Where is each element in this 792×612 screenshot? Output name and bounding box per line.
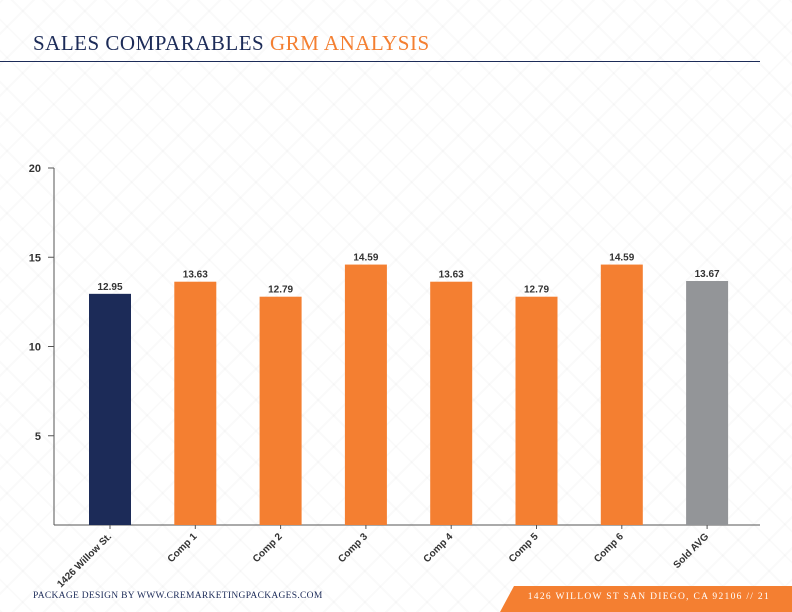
page-title-accent: GRM ANALYSIS	[269, 31, 430, 55]
bar-value-label: 13.67	[695, 269, 720, 280]
bar-value-label: 14.59	[609, 253, 634, 264]
x-category-label: Comp 6	[592, 531, 626, 565]
bar-5	[430, 281, 473, 525]
bar-value-label: 14.59	[353, 253, 378, 264]
footer-address: 1426 WILLOW ST SAN DIEGO, CA 92106 // 21	[527, 592, 770, 602]
x-category-label: Sold AVG	[672, 531, 712, 571]
bar-value-label: 13.63	[439, 270, 464, 281]
y-tick-label: 10	[29, 342, 41, 354]
header-divider	[0, 61, 760, 62]
x-category-label: Comp 5	[507, 531, 541, 565]
bar-7	[600, 264, 643, 525]
bar-4	[344, 264, 387, 525]
x-category-label: Comp 2	[251, 531, 285, 565]
bar-value-label: 12.79	[268, 285, 293, 296]
footer-address-banner: 1426 WILLOW ST SAN DIEGO, CA 92106 // 21	[500, 586, 792, 612]
page-title-primary: SALES COMPARABLES	[33, 31, 265, 55]
x-category-label: Comp 4	[422, 531, 456, 565]
bar-6	[515, 296, 558, 525]
bar-1	[89, 293, 131, 525]
bar-value-label: 12.95	[97, 282, 122, 293]
bar-value-label: 13.63	[183, 270, 208, 281]
bar-8	[686, 280, 729, 525]
bar-2	[174, 281, 217, 525]
y-tick-label: 20	[29, 163, 41, 175]
x-category-label: Comp 3	[336, 531, 370, 565]
y-tick-label: 5	[35, 431, 41, 443]
bar-3	[259, 296, 302, 525]
footer-credit: PACKAGE DESIGN BY WWW.CREMARKETINGPACKAG…	[33, 591, 323, 601]
y-tick-label: 15	[29, 252, 41, 264]
x-category-label: 1426 Willow St.	[55, 531, 114, 590]
bar-value-label: 12.79	[524, 285, 549, 296]
x-category-label: Comp 1	[166, 531, 200, 565]
page-title: SALES COMPARABLES GRM ANALYSIS	[33, 31, 430, 56]
